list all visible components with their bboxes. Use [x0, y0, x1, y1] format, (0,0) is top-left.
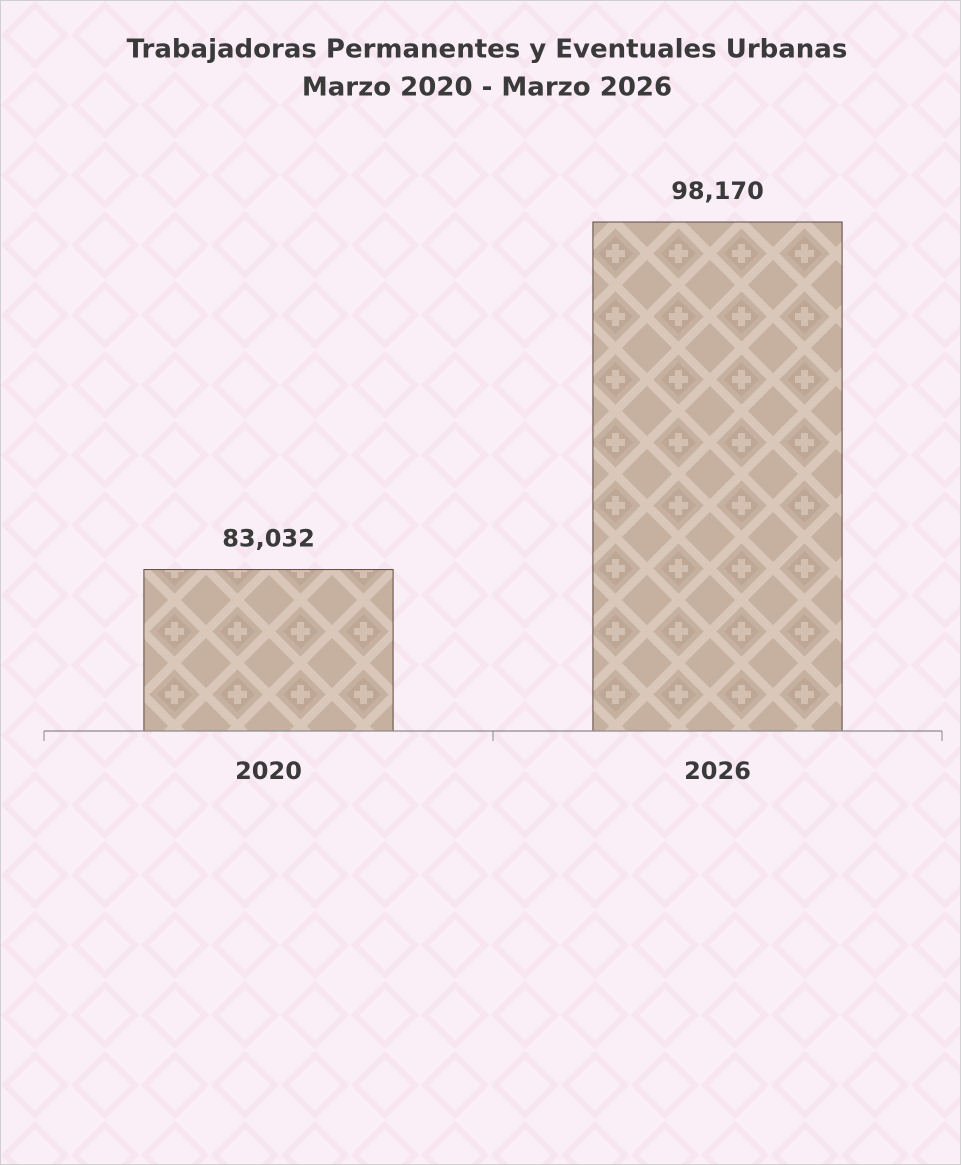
data-label: 83,032	[222, 525, 315, 553]
plot: 2020 83,032 2026 98,170	[143, 177, 843, 785]
chart-title: Marzo 2020 - Marzo 2026	[302, 73, 672, 103]
x-tick-label: 2020	[235, 757, 302, 785]
x-tick-label: 2026	[684, 757, 751, 785]
bar	[592, 221, 843, 732]
bar	[143, 569, 394, 732]
data-label: 98,170	[671, 177, 764, 205]
chart-title: Trabajadoras Permanentes y Eventuales Ur…	[127, 35, 848, 65]
